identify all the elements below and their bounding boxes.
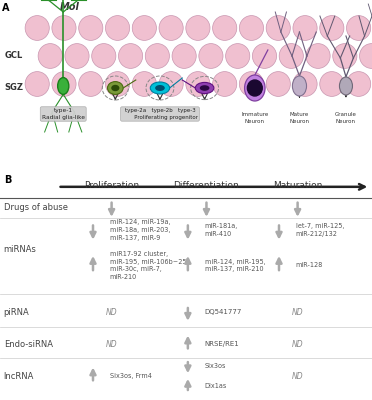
Ellipse shape bbox=[240, 72, 264, 96]
Circle shape bbox=[247, 80, 262, 96]
Text: ND: ND bbox=[292, 340, 304, 349]
Ellipse shape bbox=[111, 85, 119, 91]
Text: B: B bbox=[4, 176, 11, 186]
Ellipse shape bbox=[226, 44, 250, 68]
Text: NRSE/RE1: NRSE/RE1 bbox=[205, 341, 239, 347]
Ellipse shape bbox=[213, 72, 237, 96]
Ellipse shape bbox=[159, 72, 183, 96]
Text: ND: ND bbox=[106, 308, 118, 317]
Ellipse shape bbox=[293, 72, 317, 96]
Ellipse shape bbox=[347, 72, 371, 96]
Ellipse shape bbox=[347, 16, 371, 40]
Ellipse shape bbox=[79, 16, 103, 40]
Text: type-2a   type-2b   type-3
       Proliferating progenitor: type-2a type-2b type-3 Proliferating pro… bbox=[122, 108, 198, 120]
Ellipse shape bbox=[132, 16, 157, 40]
Ellipse shape bbox=[150, 82, 170, 94]
Text: Dlx1as: Dlx1as bbox=[205, 383, 227, 389]
Text: Endo-siRNA: Endo-siRNA bbox=[4, 340, 53, 349]
Ellipse shape bbox=[320, 72, 344, 96]
Text: ND: ND bbox=[292, 308, 304, 317]
Ellipse shape bbox=[106, 72, 130, 96]
Ellipse shape bbox=[58, 78, 69, 94]
Ellipse shape bbox=[333, 44, 357, 68]
Ellipse shape bbox=[92, 44, 116, 68]
Ellipse shape bbox=[25, 16, 49, 40]
Ellipse shape bbox=[213, 16, 237, 40]
Text: miRNAs: miRNAs bbox=[4, 245, 36, 254]
Text: Six3os, Frm4: Six3os, Frm4 bbox=[110, 373, 152, 379]
Ellipse shape bbox=[253, 44, 277, 68]
Ellipse shape bbox=[292, 76, 307, 96]
Text: GCL: GCL bbox=[4, 52, 23, 60]
Ellipse shape bbox=[293, 16, 317, 40]
Ellipse shape bbox=[360, 44, 372, 68]
Text: miR-124, miR-195,
miR-137, miR-210: miR-124, miR-195, miR-137, miR-210 bbox=[205, 259, 265, 272]
Ellipse shape bbox=[245, 75, 265, 101]
Ellipse shape bbox=[106, 16, 130, 40]
Text: type-1
Radial glia-like: type-1 Radial glia-like bbox=[42, 108, 85, 120]
Text: ND: ND bbox=[292, 372, 304, 380]
Text: SGZ: SGZ bbox=[4, 84, 23, 92]
Ellipse shape bbox=[79, 72, 103, 96]
Ellipse shape bbox=[186, 72, 210, 96]
Text: miR-181a,
miR-410: miR-181a, miR-410 bbox=[205, 223, 238, 237]
Ellipse shape bbox=[119, 44, 143, 68]
Ellipse shape bbox=[266, 16, 291, 40]
Ellipse shape bbox=[306, 44, 330, 68]
Ellipse shape bbox=[52, 72, 76, 96]
Ellipse shape bbox=[38, 44, 62, 68]
Ellipse shape bbox=[279, 44, 304, 68]
Ellipse shape bbox=[172, 44, 196, 68]
Text: piRNA: piRNA bbox=[4, 308, 29, 317]
Ellipse shape bbox=[200, 85, 209, 91]
Ellipse shape bbox=[155, 85, 165, 91]
Ellipse shape bbox=[145, 44, 170, 68]
Text: ND: ND bbox=[106, 340, 118, 349]
Text: A: A bbox=[2, 3, 9, 13]
Text: Maturation: Maturation bbox=[273, 181, 322, 190]
Ellipse shape bbox=[266, 72, 291, 96]
Text: lncRNA: lncRNA bbox=[4, 372, 34, 380]
Ellipse shape bbox=[132, 72, 157, 96]
Text: Differentiation: Differentiation bbox=[174, 181, 239, 190]
Ellipse shape bbox=[199, 44, 223, 68]
Text: DQ541777: DQ541777 bbox=[205, 309, 242, 315]
Ellipse shape bbox=[195, 82, 214, 94]
Ellipse shape bbox=[65, 44, 89, 68]
Ellipse shape bbox=[159, 16, 183, 40]
Ellipse shape bbox=[25, 72, 49, 96]
Text: let-7, miR-125,
miR-212/132: let-7, miR-125, miR-212/132 bbox=[296, 223, 344, 237]
Ellipse shape bbox=[108, 82, 123, 94]
Ellipse shape bbox=[340, 77, 353, 95]
Text: Immature
Neuron: Immature Neuron bbox=[241, 112, 269, 124]
Text: Drugs of abuse: Drugs of abuse bbox=[4, 203, 68, 212]
Text: Mature
Neuron: Mature Neuron bbox=[289, 112, 310, 124]
Text: miR17-92 cluster,
miR-195, miR-106b~25,
miR-30c, miR-7,
miR-210: miR17-92 cluster, miR-195, miR-106b~25, … bbox=[110, 251, 188, 280]
Text: Granule
Neuron: Granule Neuron bbox=[335, 112, 357, 124]
Ellipse shape bbox=[320, 16, 344, 40]
Text: Mol: Mol bbox=[60, 2, 79, 12]
Ellipse shape bbox=[52, 16, 76, 40]
Text: miR-128: miR-128 bbox=[296, 262, 323, 268]
Text: miR-124, miR-19a,
miR-18a, miR-203,
miR-137, miR-9: miR-124, miR-19a, miR-18a, miR-203, miR-… bbox=[110, 219, 170, 241]
Ellipse shape bbox=[186, 16, 210, 40]
Text: Six3os: Six3os bbox=[205, 363, 226, 369]
Text: Proliferation: Proliferation bbox=[84, 181, 139, 190]
Ellipse shape bbox=[240, 16, 264, 40]
